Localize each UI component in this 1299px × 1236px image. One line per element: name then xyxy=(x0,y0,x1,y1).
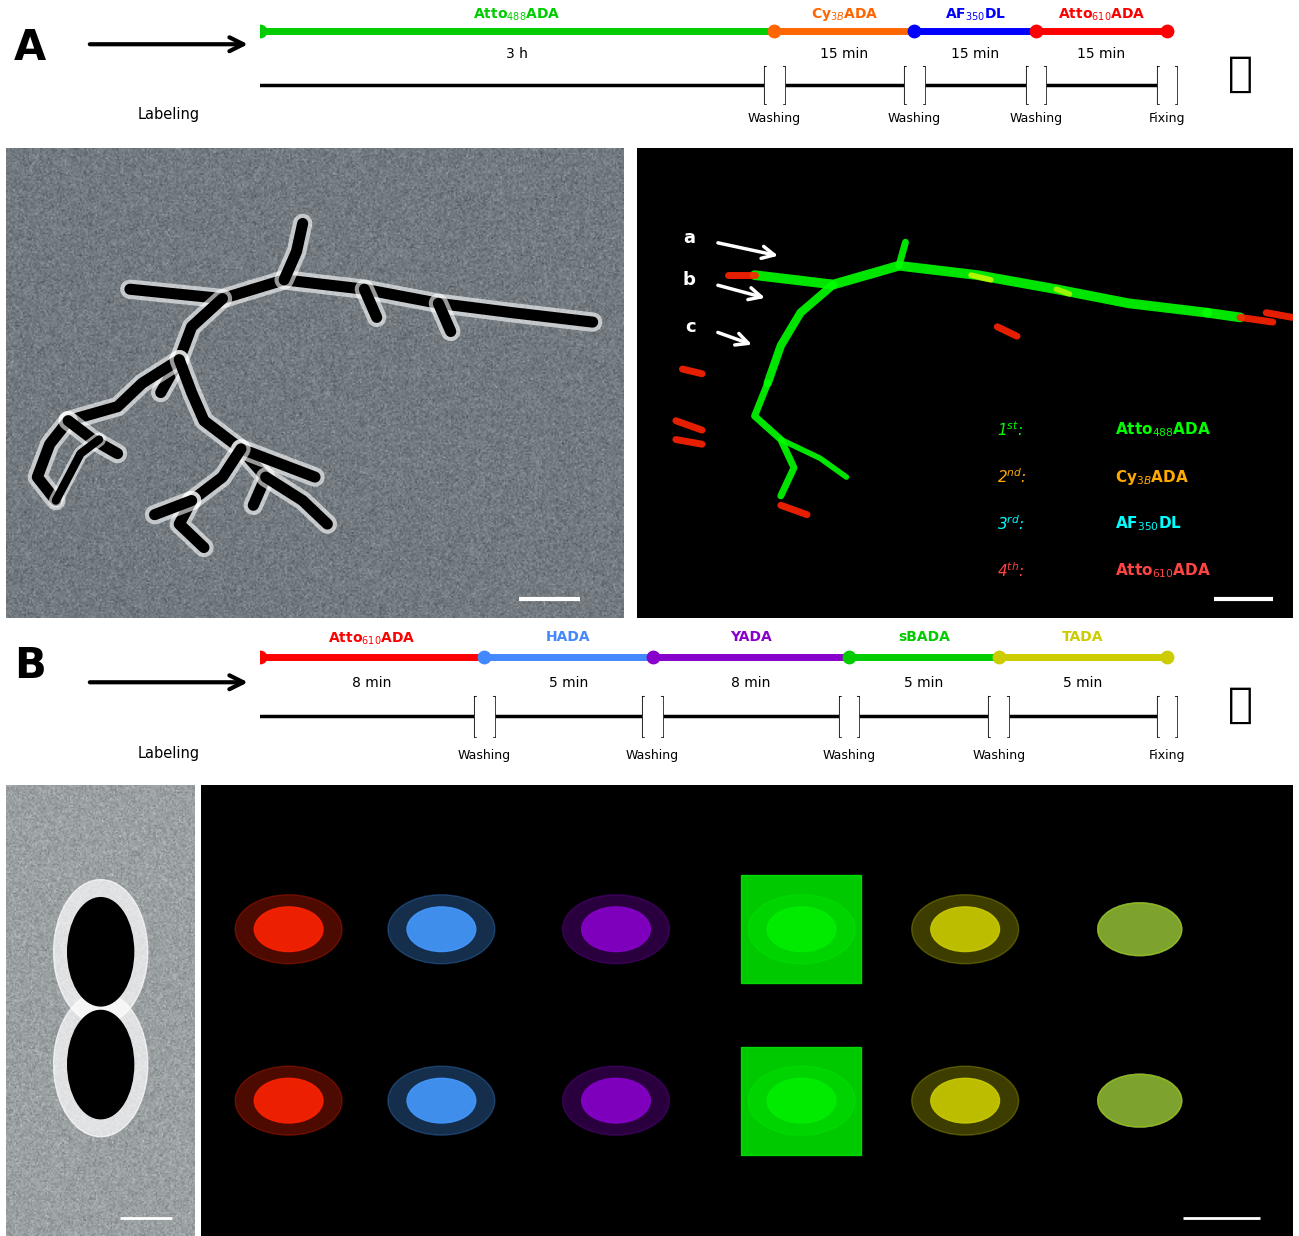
Text: 4$^{th}$:: 4$^{th}$: xyxy=(998,561,1025,581)
Text: 🔬: 🔬 xyxy=(1228,53,1254,95)
Ellipse shape xyxy=(562,895,669,964)
Ellipse shape xyxy=(582,1078,651,1124)
Point xyxy=(989,648,1009,667)
Ellipse shape xyxy=(1098,1074,1182,1127)
Ellipse shape xyxy=(1098,1074,1182,1127)
Text: 15 min: 15 min xyxy=(820,47,869,61)
Ellipse shape xyxy=(1098,902,1182,955)
Text: c: c xyxy=(685,318,695,336)
Point xyxy=(249,21,270,41)
Text: Atto$_{610}$ADA: Atto$_{610}$ADA xyxy=(1057,6,1146,22)
Text: 8 min: 8 min xyxy=(731,676,770,690)
Point xyxy=(1026,21,1047,41)
Text: Cy$_{3B}$ADA: Cy$_{3B}$ADA xyxy=(1116,467,1190,487)
Text: Washing: Washing xyxy=(748,112,800,125)
Text: HADA: HADA xyxy=(546,630,591,644)
Text: 3$^{rd}$:: 3$^{rd}$: xyxy=(998,514,1025,534)
Point xyxy=(642,648,662,667)
Point xyxy=(474,648,495,667)
Ellipse shape xyxy=(407,1078,475,1124)
Ellipse shape xyxy=(912,895,1018,964)
Ellipse shape xyxy=(582,907,651,952)
Ellipse shape xyxy=(53,993,148,1137)
Text: 5 min: 5 min xyxy=(1063,676,1103,690)
Point xyxy=(1156,21,1177,41)
Point xyxy=(839,648,860,667)
Text: Atto$_{488}$ADA: Atto$_{488}$ADA xyxy=(1116,420,1212,440)
Text: Washing: Washing xyxy=(1009,112,1063,125)
Text: Washing: Washing xyxy=(972,749,1025,763)
Text: 15 min: 15 min xyxy=(1077,47,1126,61)
Ellipse shape xyxy=(931,1078,999,1124)
Text: 🔬: 🔬 xyxy=(1228,684,1254,726)
Text: 2$^{nd}$:: 2$^{nd}$: xyxy=(998,467,1028,487)
Text: 5 min: 5 min xyxy=(548,676,588,690)
Ellipse shape xyxy=(1098,902,1182,955)
Point xyxy=(1156,648,1177,667)
Text: sBADA: sBADA xyxy=(898,630,950,644)
Ellipse shape xyxy=(1098,902,1182,955)
Text: 8 min: 8 min xyxy=(352,676,392,690)
Text: Washing: Washing xyxy=(626,749,679,763)
Text: 1$^{st}$:: 1$^{st}$: xyxy=(998,420,1024,440)
Point xyxy=(904,21,925,41)
Text: YADA: YADA xyxy=(730,630,772,644)
Bar xyxy=(742,1047,861,1154)
Ellipse shape xyxy=(768,907,835,952)
Ellipse shape xyxy=(1098,1074,1182,1127)
Text: Atto$_{610}$ADA: Atto$_{610}$ADA xyxy=(1116,561,1212,581)
Ellipse shape xyxy=(407,907,475,952)
Text: TADA: TADA xyxy=(1063,630,1104,644)
Ellipse shape xyxy=(748,895,855,964)
Text: Atto$_{610}$ADA: Atto$_{610}$ADA xyxy=(329,630,416,646)
Ellipse shape xyxy=(68,897,134,1006)
Ellipse shape xyxy=(1098,902,1182,955)
Text: Labeling: Labeling xyxy=(138,745,200,761)
Ellipse shape xyxy=(748,1067,855,1135)
Ellipse shape xyxy=(235,895,342,964)
Text: A: A xyxy=(14,26,47,68)
Ellipse shape xyxy=(68,1011,134,1119)
Ellipse shape xyxy=(235,1067,342,1135)
Text: 15 min: 15 min xyxy=(951,47,999,61)
Ellipse shape xyxy=(931,907,999,952)
Bar xyxy=(742,875,861,984)
Point xyxy=(249,648,270,667)
Text: B: B xyxy=(14,645,45,687)
Ellipse shape xyxy=(388,895,495,964)
Text: AF$_{350}$DL: AF$_{350}$DL xyxy=(944,6,1005,22)
Text: AF$_{350}$DL: AF$_{350}$DL xyxy=(1116,514,1182,534)
Ellipse shape xyxy=(1098,902,1182,955)
Text: Washing: Washing xyxy=(822,749,876,763)
Text: Labeling: Labeling xyxy=(138,106,200,122)
Text: Cy$_{3B}$ADA: Cy$_{3B}$ADA xyxy=(811,6,878,23)
Text: Fixing: Fixing xyxy=(1148,112,1185,125)
Ellipse shape xyxy=(562,1067,669,1135)
Ellipse shape xyxy=(255,907,323,952)
Text: b: b xyxy=(683,271,695,289)
Text: Atto$_{488}$ADA: Atto$_{488}$ADA xyxy=(473,6,561,22)
Text: 5 min: 5 min xyxy=(904,676,943,690)
Text: Fixing: Fixing xyxy=(1148,749,1185,763)
Text: 3 h: 3 h xyxy=(507,47,527,61)
Text: Washing: Washing xyxy=(457,749,511,763)
Text: a: a xyxy=(683,229,695,246)
Ellipse shape xyxy=(1098,1074,1182,1127)
Text: Washing: Washing xyxy=(889,112,940,125)
Ellipse shape xyxy=(912,1067,1018,1135)
Ellipse shape xyxy=(768,1078,835,1124)
Ellipse shape xyxy=(255,1078,323,1124)
Ellipse shape xyxy=(53,880,148,1023)
Ellipse shape xyxy=(388,1067,495,1135)
Ellipse shape xyxy=(1098,1074,1182,1127)
Point xyxy=(764,21,785,41)
